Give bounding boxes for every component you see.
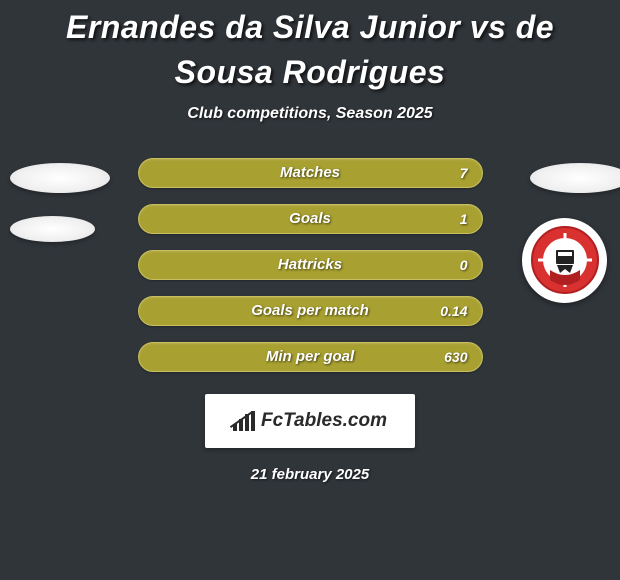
club-crest-icon bbox=[530, 225, 600, 295]
brand-logo[interactable]: FcTables.com bbox=[205, 394, 415, 448]
stat-row-mpg: Min per goal 630 bbox=[138, 342, 483, 372]
chart-icon bbox=[233, 411, 255, 431]
footer: FcTables.com 21 february 2025 bbox=[0, 394, 620, 483]
stat-right-value: 0 bbox=[460, 257, 468, 273]
stat-row-gpm: Goals per match 0.14 bbox=[138, 296, 483, 326]
stat-row-matches: Matches 7 bbox=[138, 158, 483, 188]
page-title: Ernandes da Silva Junior vs de Sousa Rod… bbox=[0, 5, 620, 105]
stat-label: Goals bbox=[289, 210, 331, 227]
player-badge-right-1 bbox=[530, 163, 620, 193]
stat-row-goals: Goals 1 bbox=[138, 204, 483, 234]
stat-row-hattricks: Hattricks 0 bbox=[138, 250, 483, 280]
stat-right-value: 630 bbox=[444, 349, 467, 365]
stat-label: Matches bbox=[280, 164, 340, 181]
player-badge-left-2 bbox=[10, 216, 95, 242]
club-crest-right bbox=[522, 218, 607, 303]
stat-right-value: 0.14 bbox=[440, 303, 467, 319]
stat-right-value: 1 bbox=[460, 211, 468, 227]
brand-text: FcTables.com bbox=[261, 410, 387, 432]
date-text: 21 february 2025 bbox=[251, 466, 369, 483]
stat-label: Min per goal bbox=[266, 348, 354, 365]
stat-label: Hattricks bbox=[278, 256, 342, 273]
content-area: Matches 7 Goals 1 Hattricks 0 Goals per … bbox=[0, 158, 620, 483]
stats-list: Matches 7 Goals 1 Hattricks 0 Goals per … bbox=[138, 158, 483, 372]
subtitle: Club competitions, Season 2025 bbox=[0, 105, 620, 123]
stat-right-value: 7 bbox=[460, 165, 468, 181]
stat-label: Goals per match bbox=[251, 302, 369, 319]
comparison-card: Ernandes da Silva Junior vs de Sousa Rod… bbox=[0, 0, 620, 483]
player-badge-left-1 bbox=[10, 163, 110, 193]
